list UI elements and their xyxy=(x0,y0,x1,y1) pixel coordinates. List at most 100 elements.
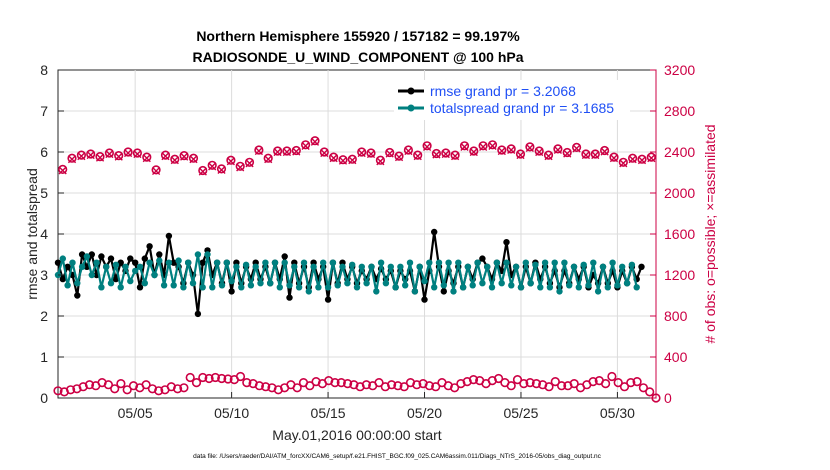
obs-marker-circle xyxy=(207,160,217,170)
obs-marker-x xyxy=(320,148,329,158)
x-tick-label: 05/30 xyxy=(600,405,635,421)
series-1 xyxy=(54,251,640,295)
data-point xyxy=(156,251,163,258)
obs-marker-circle xyxy=(525,378,535,388)
obs-marker-circle xyxy=(553,144,563,154)
data-point xyxy=(493,259,501,266)
obs-marker-x xyxy=(273,147,282,157)
data-point xyxy=(165,259,173,266)
obs-marker-circle xyxy=(403,145,414,155)
title-line-2: RADIOSONDE_U_WIND_COMPONENT @ 100 hPa xyxy=(192,49,523,65)
obs-marker-circle xyxy=(393,381,403,391)
obs-marker-x xyxy=(338,156,348,165)
obs-marker-x xyxy=(217,165,226,175)
obs-marker-x xyxy=(404,146,413,156)
obs-marker-x xyxy=(628,155,637,164)
obs-marker-x xyxy=(105,149,114,159)
obs-marker-x xyxy=(357,148,366,158)
data-point xyxy=(416,263,423,270)
data-point xyxy=(373,288,380,295)
obs-marker-circle xyxy=(336,378,346,388)
data-point xyxy=(431,284,438,291)
data-point xyxy=(459,284,467,291)
data-point xyxy=(189,280,197,287)
y-tick-label-right: 1200 xyxy=(664,267,695,283)
obs-marker-circle xyxy=(160,150,171,160)
obs-marker-circle xyxy=(223,374,233,384)
legend-spread-label: totalspread grand pr = 3.1685 xyxy=(430,100,614,116)
data-point xyxy=(590,259,597,266)
data-point xyxy=(512,263,520,270)
data-point xyxy=(474,259,481,266)
y-tick-label-left: 6 xyxy=(40,144,48,160)
data-point xyxy=(300,259,308,266)
data-point xyxy=(132,259,139,266)
title-line-1: Northern Hemisphere 155920 / 157182 = 99… xyxy=(196,28,520,44)
obs-marker-x xyxy=(226,157,235,166)
data-point xyxy=(329,259,337,266)
series-2 xyxy=(58,136,656,176)
data-point xyxy=(546,284,554,291)
data-point xyxy=(594,288,602,295)
data-point xyxy=(117,259,124,266)
obs-marker-circle xyxy=(86,149,96,159)
obs-marker-x xyxy=(170,156,179,165)
data-point xyxy=(170,259,177,266)
data-point xyxy=(324,284,332,291)
obs-marker-x xyxy=(208,162,217,171)
data-point xyxy=(117,284,124,291)
obs-marker-circle xyxy=(550,377,560,387)
obs-marker-x xyxy=(282,147,292,157)
data-point xyxy=(421,277,428,285)
data-point xyxy=(566,282,573,289)
data-point xyxy=(556,288,563,295)
obs-marker-circle xyxy=(599,145,610,156)
data-point xyxy=(175,257,182,264)
obs-marker-x xyxy=(637,156,647,165)
data-point xyxy=(93,259,100,266)
obs-marker-x xyxy=(460,142,469,151)
obs-marker-x xyxy=(591,150,600,160)
obs-marker-circle xyxy=(487,140,498,150)
obs-marker-circle xyxy=(607,371,617,382)
obs-marker-x xyxy=(189,155,198,164)
data-point xyxy=(257,280,264,287)
obs-marker-x xyxy=(507,145,516,155)
obs-marker-circle xyxy=(349,380,359,390)
y-tick-label-right: 800 xyxy=(664,308,688,324)
obs-marker-circle xyxy=(645,387,655,397)
data-point xyxy=(402,282,409,289)
obs-marker-circle xyxy=(399,382,409,392)
data-point xyxy=(286,282,293,289)
y-tick-label-left: 0 xyxy=(40,390,48,406)
obs-marker-x xyxy=(95,153,105,162)
y-tick-label-left: 4 xyxy=(40,226,48,242)
obs-marker-x xyxy=(264,155,273,164)
data-point xyxy=(349,261,356,268)
obs-marker-circle xyxy=(198,165,208,176)
series-3 xyxy=(58,137,656,176)
y-tick-label-right: 2400 xyxy=(664,144,695,160)
obs-marker-circle xyxy=(609,152,619,162)
obs-marker-circle xyxy=(441,148,451,158)
obs-marker-x xyxy=(254,146,263,156)
obs-marker-circle xyxy=(385,147,395,158)
obs-marker-circle xyxy=(154,386,164,396)
obs-marker-circle xyxy=(531,379,542,389)
obs-marker-x xyxy=(86,150,95,160)
data-point xyxy=(267,280,274,287)
data-point xyxy=(503,259,510,266)
obs-marker-x xyxy=(366,149,376,159)
data-point xyxy=(74,280,81,287)
obs-marker-x xyxy=(432,150,441,159)
obs-marker-circle xyxy=(122,385,132,395)
data-point xyxy=(218,282,226,289)
data-point xyxy=(517,284,525,291)
data-point xyxy=(537,284,544,291)
obs-marker-circle xyxy=(581,149,591,159)
obs-marker-circle xyxy=(571,142,582,152)
obs-marker-circle xyxy=(305,381,315,391)
data-point xyxy=(575,284,582,291)
series-4 xyxy=(53,371,661,403)
obs-marker-circle xyxy=(431,382,441,392)
